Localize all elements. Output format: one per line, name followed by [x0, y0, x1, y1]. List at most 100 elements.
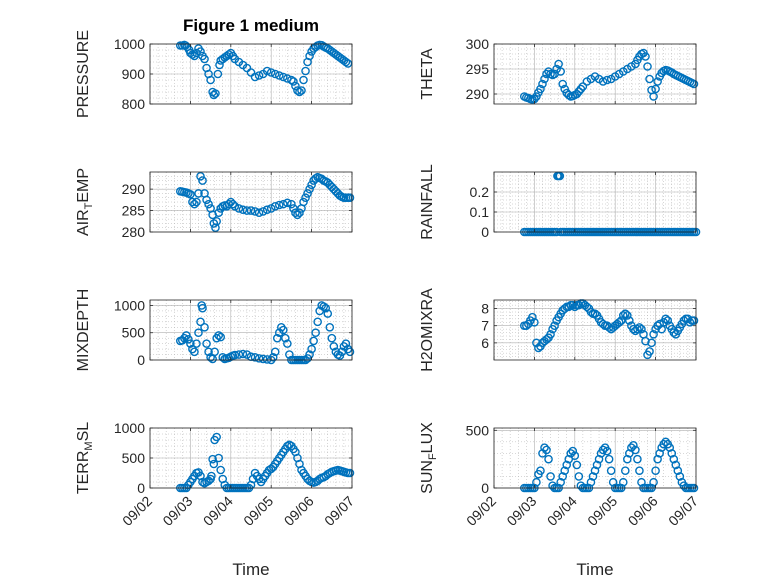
data-point — [289, 77, 298, 86]
data-point — [618, 311, 628, 320]
data-point — [582, 302, 592, 312]
y-tick-label: 900 — [122, 66, 146, 82]
axes-box — [493, 299, 697, 361]
x-tick-label: 09/04 — [200, 493, 236, 529]
y-axis-label-part: RAINFALL — [419, 164, 436, 240]
data-point — [283, 198, 292, 208]
y-axis-label: PRESSURE — [75, 30, 92, 118]
data-point — [643, 62, 652, 71]
data-point — [655, 319, 664, 329]
data-point — [671, 460, 681, 470]
data-point — [645, 347, 654, 356]
y-axis-label-part: TERR — [75, 451, 92, 495]
data-point — [289, 204, 298, 213]
data-point — [311, 174, 320, 183]
subplot-8: 0 500 09/02 09/03 09/04 09/05 09/06 09/07 SUNFLU… — [419, 422, 701, 529]
y-tick-label: 500 — [466, 422, 490, 438]
data-point — [272, 333, 282, 343]
data-point — [665, 443, 675, 452]
data-point — [268, 352, 278, 362]
y-tick-label: 290 — [466, 86, 490, 102]
data-point — [262, 205, 272, 215]
y-tick-label: 0.2 — [470, 184, 490, 200]
data-point — [641, 52, 650, 61]
data-point — [287, 75, 296, 85]
data-point — [285, 350, 294, 359]
data-point — [305, 184, 314, 194]
data-point — [214, 453, 223, 463]
data-point — [345, 347, 355, 357]
data-point — [667, 449, 677, 458]
data-point — [184, 334, 193, 344]
subplot-6: 678 H2OMIXRA — [419, 288, 699, 372]
data-point — [637, 324, 646, 334]
data-point — [625, 316, 634, 325]
data-point — [200, 54, 209, 64]
data-point — [196, 47, 205, 56]
data-point — [343, 59, 353, 68]
data-point — [194, 189, 203, 198]
data-point — [540, 74, 549, 84]
data-point — [653, 77, 662, 86]
data-point — [588, 472, 598, 481]
data-point — [209, 459, 219, 469]
y-tick-label: 8 — [481, 301, 489, 317]
data-point — [631, 59, 640, 69]
data-point — [274, 71, 284, 80]
data-point — [345, 468, 355, 478]
y-axis-label-part: H2OMIXRA — [419, 288, 436, 372]
data-point — [270, 69, 280, 79]
axes-box — [493, 171, 697, 233]
data-point — [576, 84, 586, 94]
subplot-1: 800 900 1000 PRESSURE — [75, 30, 353, 118]
data-point — [212, 216, 221, 226]
data-point — [262, 66, 272, 76]
y-axis-label: RAINFALL — [419, 164, 436, 240]
data-point — [564, 90, 574, 100]
data-point — [544, 454, 553, 464]
data-point — [570, 451, 580, 460]
data-point — [206, 75, 215, 85]
data-point — [546, 472, 555, 481]
y-tick-label: 800 — [122, 96, 146, 112]
data-point — [307, 344, 316, 354]
data-point — [234, 350, 244, 359]
data-point — [590, 466, 600, 475]
y-axis-label-part: SL — [75, 422, 92, 442]
data-point — [590, 309, 600, 319]
y-tick-label: 295 — [466, 61, 490, 77]
data-point — [574, 300, 584, 310]
data-point — [254, 71, 264, 80]
data-point — [651, 84, 660, 94]
data-point — [550, 321, 559, 331]
axes-box — [149, 299, 353, 361]
data-point — [192, 197, 201, 207]
data-point — [212, 432, 221, 442]
data-point — [186, 189, 195, 199]
data-point — [689, 316, 699, 325]
data-point — [574, 472, 584, 481]
data-point — [341, 339, 351, 348]
data-point — [608, 477, 618, 487]
y-tick-label: 500 — [122, 325, 146, 341]
data-point — [207, 471, 216, 481]
data-point — [295, 87, 304, 97]
axes-box — [493, 427, 697, 489]
subplot-5: 0 500 1000 MIXDEPTH — [75, 289, 355, 372]
data-point — [224, 50, 234, 59]
data-point — [592, 460, 602, 470]
data-point — [560, 84, 570, 94]
y-axis-label: THETA — [419, 48, 436, 100]
data-point — [655, 449, 664, 458]
data-point — [649, 477, 658, 487]
data-point — [283, 339, 292, 348]
y-tick-label: 300 — [466, 36, 490, 52]
data-point — [266, 68, 276, 77]
y-axis-label-part: THETA — [419, 48, 436, 100]
data-point — [530, 317, 539, 327]
data-point — [542, 445, 551, 455]
y-axis-label-part: EMP — [75, 168, 92, 203]
data-point — [653, 454, 662, 464]
y-axis-label: MIXDEPTH — [75, 289, 92, 372]
data-point — [254, 354, 264, 363]
